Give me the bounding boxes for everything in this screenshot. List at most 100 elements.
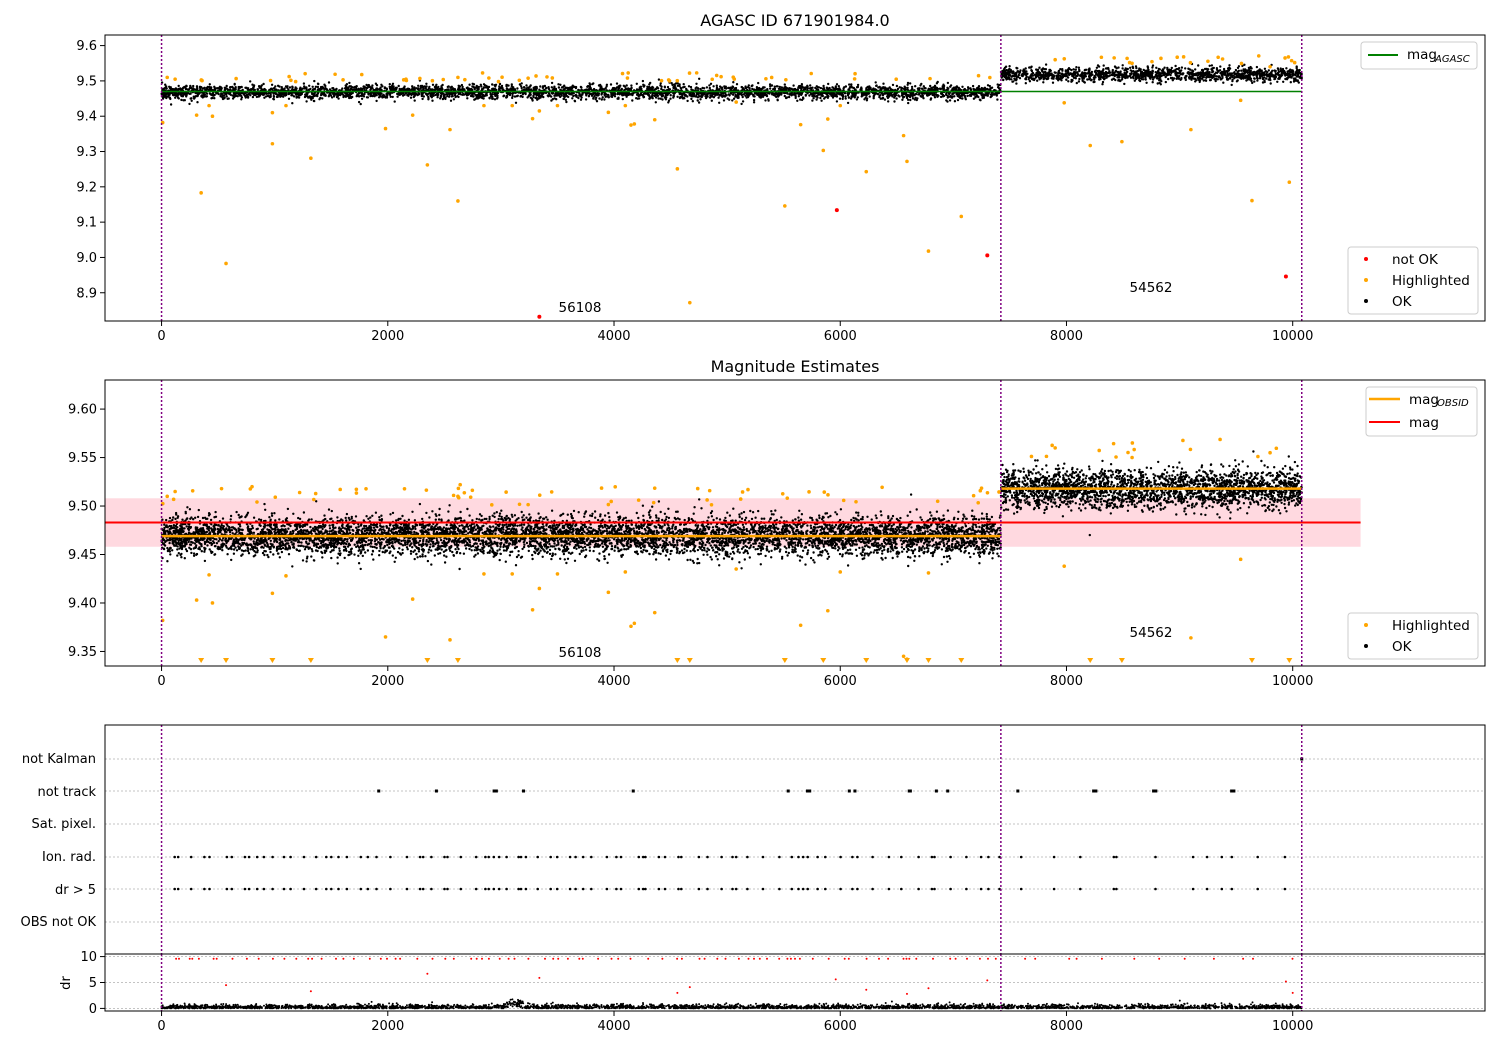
highlighted-point (894, 77, 899, 81)
ok-points (160, 450, 1303, 571)
highlighted-point (1189, 127, 1193, 132)
flag-not-track-mark (1094, 789, 1098, 793)
highlighted-point (620, 71, 625, 76)
highlighted-point (1274, 446, 1279, 451)
highlighted-point (928, 76, 932, 81)
flag-not-track-mark (434, 789, 438, 793)
highlighted-point (807, 490, 811, 494)
highlighted-point (359, 72, 364, 77)
highlighted-point (1218, 437, 1222, 442)
highlighted-point (626, 71, 630, 75)
highlighted-point (210, 601, 215, 605)
highlighted-point (710, 77, 715, 82)
legend-ok-mag: OK (1392, 639, 1413, 655)
flag-not-track-mark (1154, 789, 1158, 793)
highlighted-point (338, 487, 343, 492)
x-tick-label: 2000 (371, 1019, 404, 1034)
highlighted-point (268, 78, 273, 83)
out-of-range-marker (781, 658, 788, 663)
highlighted-point (248, 487, 253, 491)
highlighted-point (719, 74, 723, 79)
highlighted-point (675, 167, 680, 171)
flag-not-track-mark (808, 789, 812, 793)
flag-label-obs-not-ok: OBS not OK (21, 915, 97, 930)
highlighted-point (695, 486, 700, 491)
highlighted-point (537, 586, 542, 591)
out-of-range-marker (454, 658, 461, 663)
flag-not-track-mark (1230, 789, 1234, 793)
highlighted-point (652, 117, 657, 122)
flag-not-track-mark (847, 789, 851, 793)
highlighted-point (354, 491, 359, 495)
highlighted-point (1130, 441, 1135, 445)
highlighted-point (309, 156, 313, 161)
highlighted-point (534, 74, 538, 78)
highlighted-point (550, 76, 555, 80)
highlighted-point (430, 78, 435, 83)
highlighted-point (1053, 57, 1057, 62)
y-tick-label: 8.9 (76, 286, 97, 301)
dr-outlier-point (905, 992, 908, 995)
highlighted-point (284, 574, 288, 578)
highlighted-point (785, 496, 790, 500)
dr-outlier-point (538, 976, 541, 979)
highlighted-point (526, 502, 530, 507)
highlighted-point (219, 486, 224, 491)
dr-outlier-point (225, 984, 228, 987)
highlighted-point (1268, 450, 1272, 455)
highlighted-point (487, 76, 491, 80)
highlighted-point (880, 485, 884, 490)
flag-not-track-mark (494, 789, 498, 793)
flag-not-track-mark (853, 789, 857, 793)
x-tick-label: 4000 (597, 329, 630, 344)
highlighted-point (224, 261, 228, 266)
highlighted-point (424, 488, 429, 492)
dr-panel: 0 5 10 0 2000 4000 6000 8000 10000 dr (59, 950, 1486, 1034)
highlighted-point (997, 490, 1001, 494)
x-tick-label: 10000 (1272, 674, 1313, 689)
out-of-range-marker (1248, 658, 1255, 663)
highlighted-point (284, 103, 288, 108)
highlighted-point (841, 498, 846, 503)
highlighted-point (451, 493, 456, 498)
highlighted-point (1189, 636, 1193, 640)
highlighted-point (1188, 447, 1193, 452)
out-of-range-marker (1286, 658, 1293, 663)
dr-outlier-point (309, 990, 312, 993)
flag-not-track-mark (786, 789, 790, 793)
dr-outlier-point (865, 988, 868, 991)
flag-not-track-mark (934, 789, 938, 793)
highlighted-point (313, 491, 318, 496)
highlighted-point (173, 77, 177, 81)
flags-panel: not Kalman not track Sat. pixel. Ion. ra… (21, 724, 1486, 955)
highlighted-point (1088, 143, 1093, 148)
highlighted-point (901, 654, 906, 659)
magnitude-panel-title: Magnitude Estimates (711, 357, 880, 376)
highlighted-point (746, 487, 750, 492)
highlighted-point (606, 110, 611, 115)
highlighted-point (854, 499, 858, 504)
dr-outlier-point (688, 986, 691, 989)
highlighted-point (625, 76, 630, 80)
out-of-range-marker (958, 658, 965, 663)
highlighted-point (826, 117, 830, 121)
out-of-range-marker (925, 658, 932, 663)
out-of-range-marker (674, 658, 681, 663)
highlighted-point (383, 635, 388, 639)
out-of-range-marker (903, 658, 910, 663)
x-tick-label: 6000 (824, 674, 857, 689)
legend-mag-agasc: mag AGASC (1360, 41, 1478, 70)
highlighted-point (1239, 61, 1244, 66)
dr-outlier-point (834, 978, 837, 981)
highlighted-point (1120, 139, 1124, 144)
dr-outlier-point (676, 991, 679, 994)
highlighted-point (255, 500, 259, 504)
highlighted-point (675, 78, 680, 83)
flag-label-ion-rad: Ion. rad. (42, 850, 96, 865)
highlighted-point (769, 75, 774, 80)
x-tick-label: 2000 (371, 674, 404, 689)
highlighted-point (1175, 55, 1180, 60)
highlighted-point (270, 110, 275, 115)
highlighted-point (190, 488, 195, 493)
legend-ok: OK (1392, 294, 1413, 310)
